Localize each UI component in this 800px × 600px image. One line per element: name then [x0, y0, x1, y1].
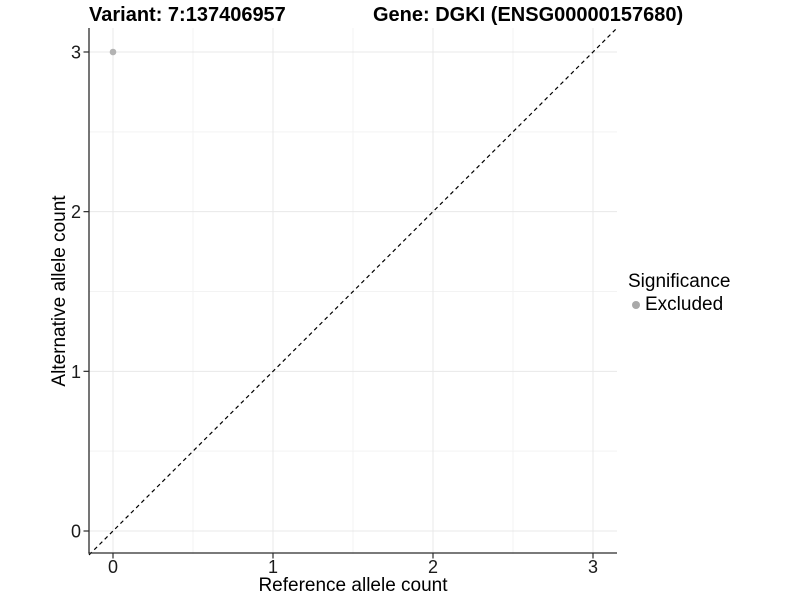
identity-reference-line: [88, 27, 618, 556]
y-tick-label: 2: [71, 202, 81, 222]
x-tick-label: 0: [108, 557, 118, 577]
x-tick-label: 3: [588, 557, 598, 577]
x-tick-label: 2: [428, 557, 438, 577]
y-tick-label: 3: [71, 42, 81, 62]
legend-title: Significance: [628, 271, 731, 292]
y-axis-title: Alternative allele count: [49, 195, 70, 387]
legend: Significance Excluded: [628, 271, 730, 316]
y-tick-label: 0: [71, 522, 81, 542]
y-tick-label: 1: [71, 362, 81, 382]
x-tick-label: 1: [268, 557, 278, 577]
x-axis-title: Reference allele count: [258, 575, 448, 596]
legend-item-label: Excluded: [645, 294, 724, 315]
data-point: [109, 48, 117, 56]
plot-title-variant: Variant: 7:137406957: [89, 4, 286, 26]
excluded-point-icon: [632, 301, 640, 309]
plot-title-gene: Gene: DGKI (ENSG00000157680): [373, 4, 684, 26]
legend-item-excluded: Excluded: [628, 294, 730, 316]
